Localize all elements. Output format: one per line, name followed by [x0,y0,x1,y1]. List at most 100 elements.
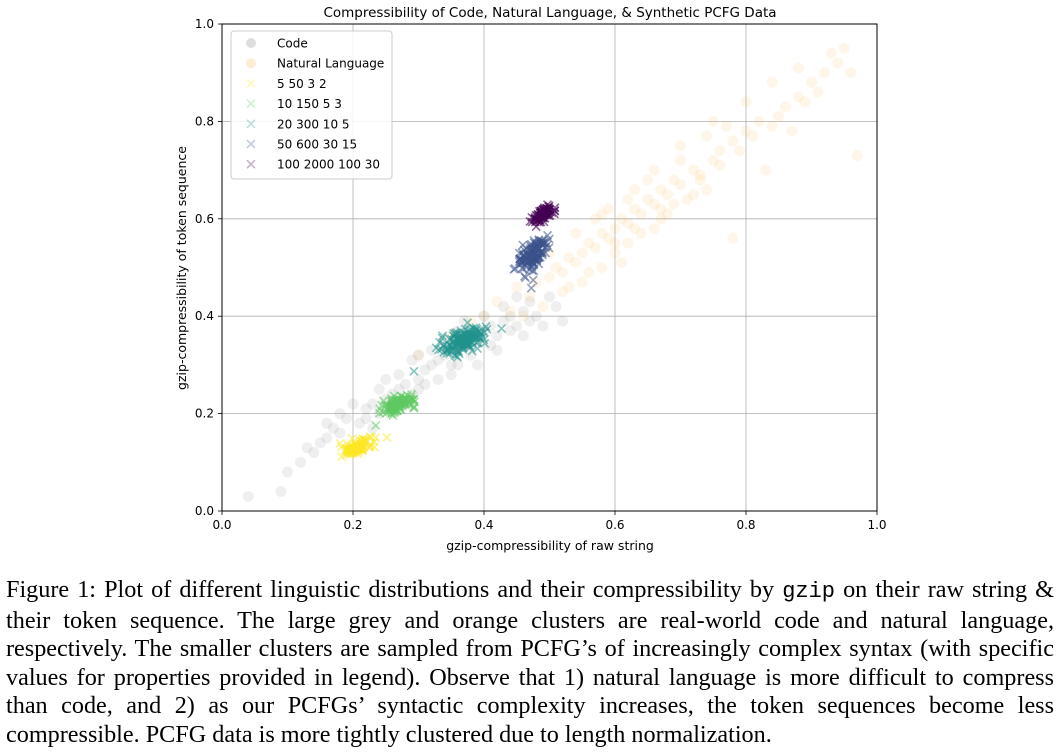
data-point [596,262,608,273]
data-point [371,420,381,430]
figure-caption: Figure 1: Plot of different linguistic d… [6,576,1054,750]
data-point [520,273,531,283]
data-point [694,169,706,181]
data-point [668,198,680,210]
data-point [301,442,313,454]
data-point [524,296,536,308]
data-point [526,283,536,293]
data-point [733,145,745,157]
y-tick-label: 0.2 [195,407,214,421]
data-point [655,213,667,225]
data-point [321,432,333,444]
data-point [753,115,765,127]
data-points [242,42,863,502]
data-point [321,417,333,429]
data-point [517,305,529,317]
data-point [550,262,562,273]
data-point [694,174,706,186]
data-point [536,207,546,218]
data-point [351,445,362,455]
data-point [544,271,555,283]
data-point [442,346,452,356]
data-point [345,448,355,458]
data-point [347,434,357,444]
data-point [648,223,660,235]
data-point [491,330,503,342]
data-point [528,275,538,285]
data-point [648,198,660,210]
data-point [373,383,385,395]
data-point [538,213,548,223]
data-point [340,412,352,424]
data-point [616,213,628,225]
data-point [648,164,660,176]
data-point [369,442,380,452]
data-point [409,403,419,413]
legend-label: Code [277,37,308,51]
y-axis-ticks: 0.0 0.2 0.4 0.6 0.8 1.0 [195,17,222,518]
legend-box [230,30,393,180]
data-point [675,154,686,166]
data-point [541,204,551,214]
data-point [570,257,582,269]
data-point [360,438,370,448]
data-point [851,149,863,161]
data-point [517,248,527,258]
data-point [550,203,560,213]
data-point [478,310,490,322]
legend-marker [246,99,256,109]
data-point [295,456,307,468]
data-point [537,300,549,312]
series-3 [371,389,419,430]
data-point [760,164,772,176]
y-tick-label: 1.0 [195,17,214,31]
data-point [460,324,470,334]
data-point [583,266,595,278]
data-point [399,378,411,390]
data-point [432,374,444,386]
scatter-chart: Compressibility of Code, Natural Languag… [174,5,887,553]
data-point [419,378,431,390]
series-6 [525,200,560,232]
data-point [409,394,419,404]
data-point [511,281,523,293]
data-point [799,96,811,108]
data-point [557,266,569,278]
data-point [792,62,804,74]
data-point [536,239,546,249]
data-point [589,213,601,225]
data-point [534,259,544,269]
data-point [576,247,588,259]
data-point [609,223,621,235]
data-point [445,369,457,381]
data-point [609,237,621,249]
data-point [563,252,575,264]
data-point [360,412,372,424]
legend-label: 100 2000 100 30 [277,158,380,172]
data-point [779,101,791,113]
data-point [655,184,667,196]
data-point [314,437,326,449]
data-point [391,394,401,404]
data-point [517,310,529,322]
data-point [393,369,405,381]
data-point [720,120,732,132]
data-point [792,91,804,103]
data-point [642,193,654,205]
data-point [526,239,537,249]
data-point [504,310,516,322]
caption-code-text: gzip [782,579,835,604]
x-tick-label: 0.8 [736,518,755,532]
data-point [707,115,719,127]
data-point [413,383,424,395]
data-point [354,417,366,429]
data-point [622,218,634,230]
data-point [727,135,739,147]
data-point [478,310,490,322]
data-point [476,328,486,338]
legend-marker [246,38,256,48]
series-4 [409,318,507,376]
legend-marker [246,78,256,88]
data-point [688,188,700,200]
data-point [374,408,385,418]
